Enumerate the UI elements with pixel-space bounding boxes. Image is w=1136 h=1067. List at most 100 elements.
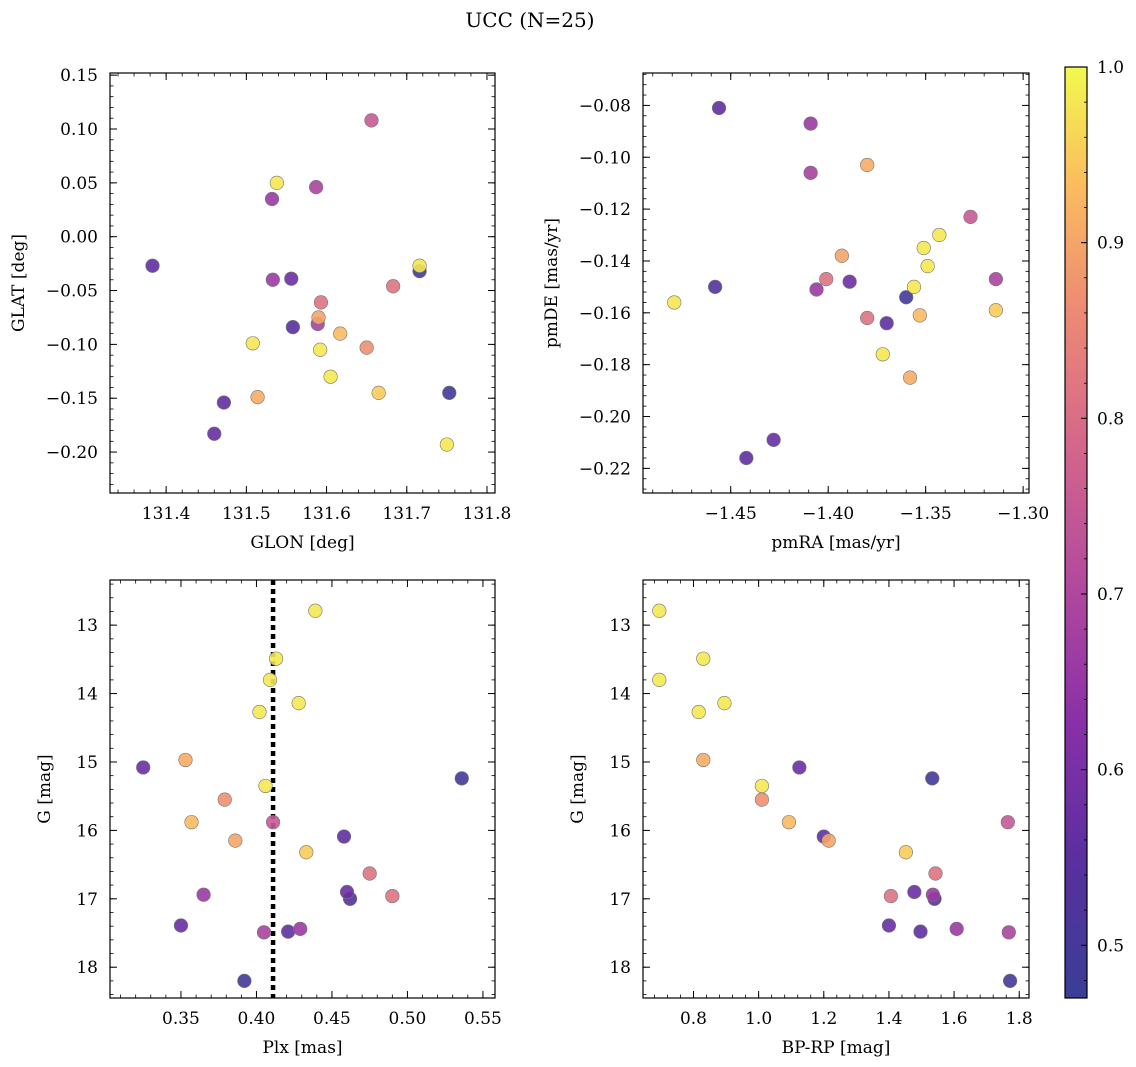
- data-point: [652, 672, 667, 687]
- data-point: [237, 973, 252, 988]
- data-point: [250, 390, 265, 405]
- y-tick-label: −0.20: [46, 443, 98, 463]
- x-tick-label: −1.45: [705, 504, 757, 524]
- axes-frame: [642, 579, 1030, 999]
- data-point: [949, 921, 964, 937]
- data-point: [925, 771, 940, 786]
- data-point: [879, 316, 894, 331]
- x-tick-label: 0.45: [313, 1009, 351, 1029]
- data-point: [439, 437, 454, 452]
- y-axis-label: GLAT [deg]: [9, 234, 29, 332]
- y-tick-label: −0.14: [579, 252, 631, 272]
- x-tick-label: 1.8: [1006, 1009, 1033, 1029]
- data-point: [860, 157, 875, 173]
- y-tick-label: −0.10: [579, 148, 631, 168]
- data-point: [711, 100, 727, 116]
- y-tick-label: −0.20: [579, 408, 631, 428]
- data-point: [364, 113, 379, 128]
- y-tick-label: −0.12: [579, 200, 631, 220]
- colorbar-tick-label: 0.6: [1097, 761, 1124, 781]
- axes-frame: [109, 72, 496, 494]
- y-axis-label: G [mag]: [35, 754, 55, 823]
- points: [145, 113, 457, 452]
- data-point: [912, 308, 927, 323]
- data-point: [269, 175, 284, 190]
- data-point: [293, 921, 308, 937]
- colorbar-tick-label: 1.0: [1097, 58, 1124, 78]
- y-tick-label: 14: [76, 685, 98, 705]
- x-axis-label: GLON [deg]: [250, 533, 354, 553]
- data-point: [842, 274, 857, 289]
- data-point: [145, 258, 160, 273]
- x-tick-label: −1.40: [802, 504, 854, 524]
- data-point: [913, 924, 928, 939]
- panel-pmra-pmde: −1.45 −1.40 −1.35 −1.30 −0.08 −0.10 −0.12 −0.14…: [542, 72, 1049, 553]
- colorbar-gradient: [1064, 66, 1088, 999]
- x-tick-label: 1.0: [745, 1009, 772, 1029]
- data-point: [781, 815, 797, 830]
- data-point: [412, 258, 427, 273]
- y-tick-label: 17: [76, 890, 98, 910]
- data-point: [652, 603, 667, 618]
- colorbar: 0.5 0.6 0.7 0.8 0.9 1.0: [1064, 58, 1124, 999]
- data-point: [1000, 815, 1015, 830]
- data-point: [691, 704, 706, 720]
- y-tick-label: 16: [76, 821, 98, 841]
- data-point: [339, 884, 355, 900]
- y-tick-label: 13: [609, 616, 631, 636]
- x-tick-label: 131.4: [142, 504, 191, 524]
- y-tick-label: −0.18: [579, 356, 631, 376]
- data-point: [442, 385, 457, 400]
- data-point: [262, 672, 278, 687]
- y-tick-label: 14: [609, 685, 631, 705]
- data-point: [1001, 925, 1016, 940]
- data-point: [819, 272, 834, 287]
- data-point: [268, 651, 284, 666]
- panel-plx-g: 0.35 0.40 0.45 0.50 0.55 13 14 15 16 17 18 Plx [mas…: [35, 579, 502, 1058]
- data-point: [291, 696, 306, 711]
- colorbar-tick-label: 0.7: [1097, 585, 1124, 605]
- data-point: [184, 815, 199, 830]
- data-point: [207, 426, 222, 441]
- data-point: [932, 227, 947, 243]
- x-tick-label: 131.8: [463, 504, 512, 524]
- colorbar-tick-label: 0.5: [1097, 936, 1124, 956]
- data-point: [313, 342, 328, 357]
- data-point: [696, 752, 711, 768]
- data-point: [454, 771, 469, 786]
- data-point: [336, 829, 352, 844]
- panels: 131.4 131.5 131.6 131.7 131.80.150.100.050.0…: [9, 66, 1049, 1058]
- data-point: [708, 279, 723, 294]
- data-point: [385, 888, 400, 904]
- data-point: [196, 887, 211, 902]
- data-point: [906, 279, 922, 294]
- data-point: [739, 450, 754, 466]
- data-point: [875, 347, 890, 362]
- data-point: [333, 326, 348, 341]
- data-point: [988, 272, 1003, 287]
- data-point: [281, 924, 296, 939]
- data-point: [136, 760, 151, 775]
- x-tick-label: 131.6: [302, 504, 351, 524]
- data-point: [928, 866, 943, 881]
- data-point: [265, 815, 281, 830]
- x-tick-label: 1.4: [875, 1009, 902, 1029]
- y-tick-label: 16: [609, 821, 631, 841]
- data-point: [792, 760, 807, 775]
- axes-frame: [642, 72, 1030, 494]
- data-point: [754, 778, 769, 794]
- data-point: [1003, 973, 1018, 988]
- data-point: [252, 704, 267, 720]
- data-point: [371, 385, 386, 400]
- x-tick-label: 131.5: [222, 504, 271, 524]
- data-point: [173, 918, 189, 933]
- y-tick-label: −0.22: [579, 459, 631, 479]
- data-point: [988, 303, 1003, 318]
- x-tick-label: 0.55: [464, 1009, 502, 1029]
- y-tick-label: −0.10: [46, 335, 98, 355]
- data-point: [323, 369, 338, 384]
- data-point: [386, 279, 401, 294]
- data-point: [717, 696, 732, 711]
- data-point: [916, 240, 931, 256]
- y-tick-label: −0.08: [579, 96, 631, 116]
